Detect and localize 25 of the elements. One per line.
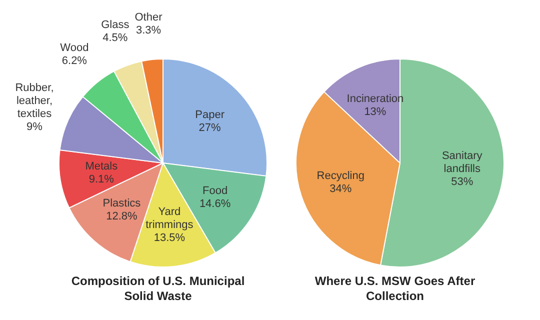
data-label: 6.2% (62, 55, 88, 68)
data-label: 53% (451, 176, 474, 188)
slice-label: Food (202, 184, 228, 197)
text: Where U.S. MSW Goes After Collection (314, 274, 476, 304)
slice-label: Recycling (316, 170, 364, 182)
slice-label: Rubber, leather, textiles (15, 82, 54, 120)
slice-label: Plastics (102, 197, 142, 210)
data-label: 9.1% (88, 173, 114, 186)
data-label: 13.5% (154, 232, 186, 244)
data-label: 12.8% (106, 210, 138, 222)
slice-label: Glass (101, 18, 130, 31)
slice-label: Wood (60, 42, 89, 54)
data-label: 4.5% (102, 32, 128, 44)
slice-label: Paper (195, 109, 225, 122)
slice-label: Metals (85, 160, 118, 172)
slice-label: Yard trimmings (146, 206, 194, 232)
data-label: 14.6% (199, 198, 231, 210)
data-label: 13% (364, 106, 386, 118)
data-label: 34% (330, 182, 352, 195)
data-label: 3.3% (136, 24, 162, 36)
slice-label: Sanitary landfills (442, 150, 483, 175)
text: Composition of U.S. Municipal Solid Waste (70, 274, 246, 304)
data-label: 9% (26, 120, 43, 133)
data-label: 27% (198, 122, 222, 134)
slice-label: Other (134, 11, 163, 24)
